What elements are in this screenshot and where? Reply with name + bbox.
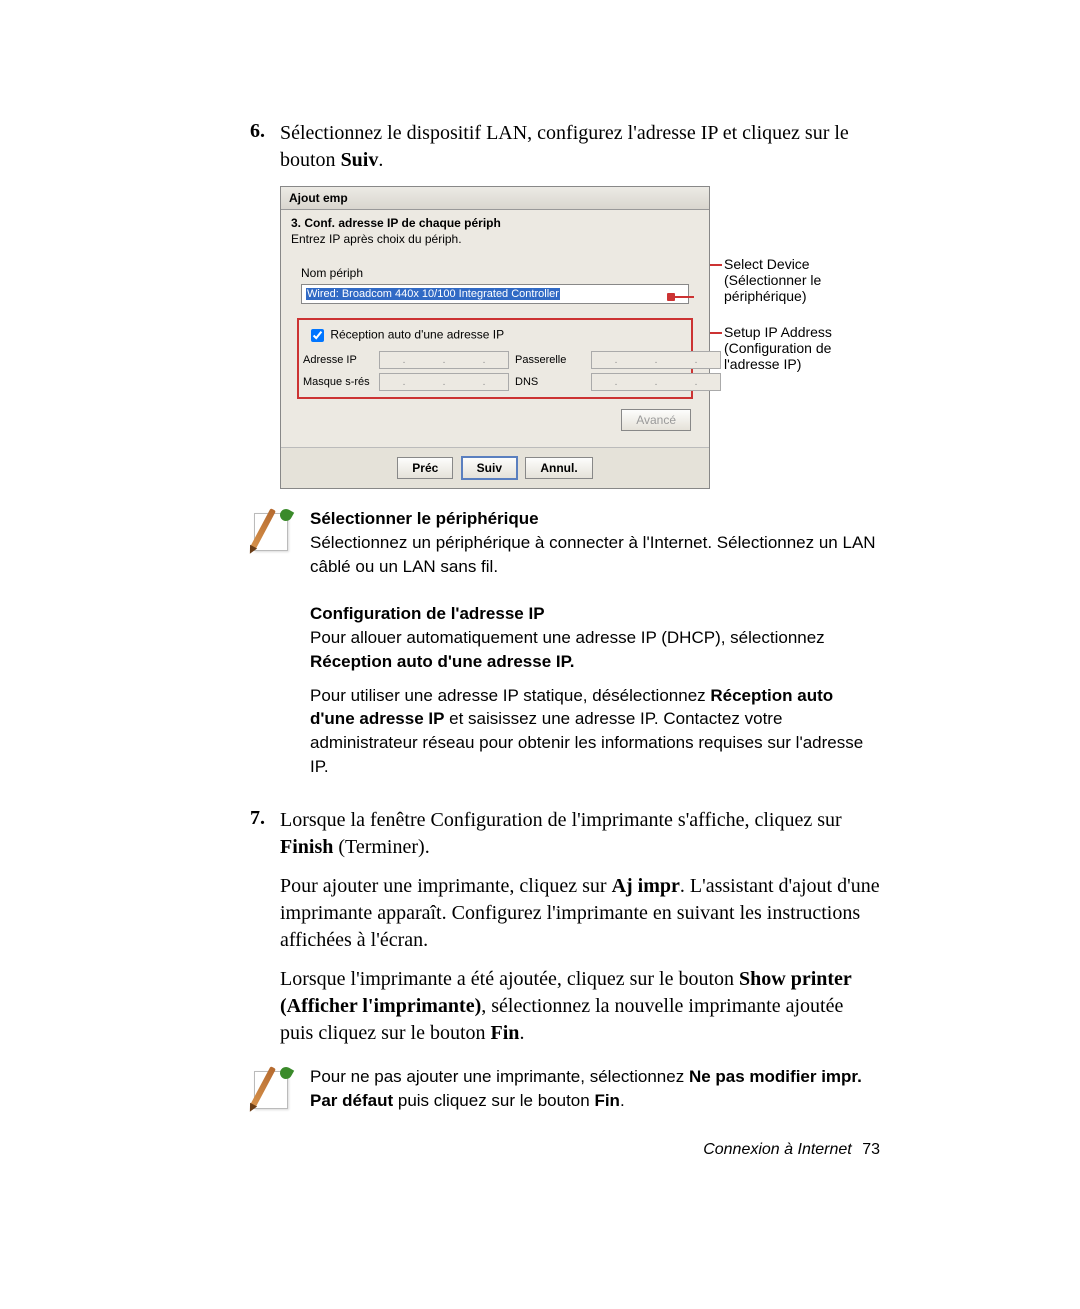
pencil-note-icon — [250, 1065, 294, 1113]
note2-line2: Pour utiliser une adresse IP statique, d… — [310, 684, 880, 779]
nic-indicator-icon — [672, 296, 694, 298]
note2-line1: Pour allouer automatiquement une adresse… — [310, 626, 880, 674]
footer-page-number: 73 — [862, 1141, 880, 1158]
device-field[interactable]: Wired: Broadcom 440x 10/100 Integrated C… — [301, 284, 689, 304]
dialog-sub-line: Entrez IP après choix du périph. — [291, 232, 699, 246]
input-gateway[interactable]: ... — [591, 351, 721, 369]
callout-setup-ip: Setup IP Address (Configuration de l'adr… — [724, 324, 880, 372]
step-6: 6. Sélectionnez le dispositif LAN, confi… — [250, 120, 880, 174]
note-select-device: Sélectionner le périphérique Sélectionne… — [250, 507, 880, 779]
device-value: Wired: Broadcom 440x 10/100 Integrated C… — [306, 288, 560, 300]
input-mask[interactable]: ... — [379, 373, 509, 391]
label-gateway: Passerelle — [515, 354, 585, 366]
device-label: Nom périph — [301, 266, 699, 280]
note-icon — [250, 507, 310, 779]
ip-group: Réception auto d'une adresse IP Adresse … — [297, 318, 693, 399]
callout-select-device: Select Device (Sélectionner le périphéri… — [724, 256, 880, 304]
advanced-button[interactable]: Avancé — [621, 409, 691, 431]
step-6-text: Sélectionnez le dispositif LAN, configur… — [280, 120, 880, 174]
note-icon-2 — [250, 1065, 310, 1113]
label-mask: Masque s-rés — [303, 376, 373, 388]
auto-ip-checkbox[interactable] — [311, 329, 324, 342]
note2-title: Configuration de l'adresse IP — [310, 602, 880, 626]
label-ip: Adresse IP — [303, 354, 373, 366]
note1-body: Sélectionnez un périphérique à connecter… — [310, 531, 880, 579]
cancel-button[interactable]: Annul. — [525, 457, 592, 479]
footer-section: Connexion à Internet — [703, 1141, 852, 1158]
input-dns[interactable]: ... — [591, 373, 721, 391]
auto-ip-row[interactable]: Réception auto d'une adresse IP — [307, 326, 687, 345]
input-ip[interactable]: ... — [379, 351, 509, 369]
page-footer: Connexion à Internet 73 — [703, 1141, 880, 1159]
callouts: Select Device (Sélectionner le périphéri… — [724, 186, 880, 489]
next-button[interactable]: Suiv — [461, 456, 518, 480]
note-printer: Pour ne pas ajouter une imprimante, séle… — [250, 1065, 880, 1113]
note1-title: Sélectionner le périphérique — [310, 507, 880, 531]
dialog-step-line: 3. Conf. adresse IP de chaque périph — [291, 216, 699, 230]
dialog-wrap: Ajout emp 3. Conf. adresse IP de chaque … — [280, 186, 880, 489]
dialog-title: Ajout emp — [281, 187, 709, 210]
step-7: 7. Lorsque la fenêtre Configuration de l… — [250, 807, 880, 1047]
step-7-body: Lorsque la fenêtre Configuration de l'im… — [280, 807, 880, 1047]
step-7-number: 7. — [250, 807, 280, 1047]
device-group: Nom périph Wired: Broadcom 440x 10/100 I… — [291, 258, 699, 314]
label-dns: DNS — [515, 376, 585, 388]
pencil-note-icon — [250, 507, 294, 555]
step-6-number: 6. — [250, 120, 280, 174]
auto-ip-label: Réception auto d'une adresse IP — [330, 328, 504, 342]
dialog-button-row: Préc Suiv Annul. — [281, 447, 709, 488]
note3-body: Pour ne pas ajouter une imprimante, séle… — [310, 1065, 880, 1113]
prev-button[interactable]: Préc — [397, 457, 453, 479]
dialog-ajout-emp: Ajout emp 3. Conf. adresse IP de chaque … — [280, 186, 710, 489]
